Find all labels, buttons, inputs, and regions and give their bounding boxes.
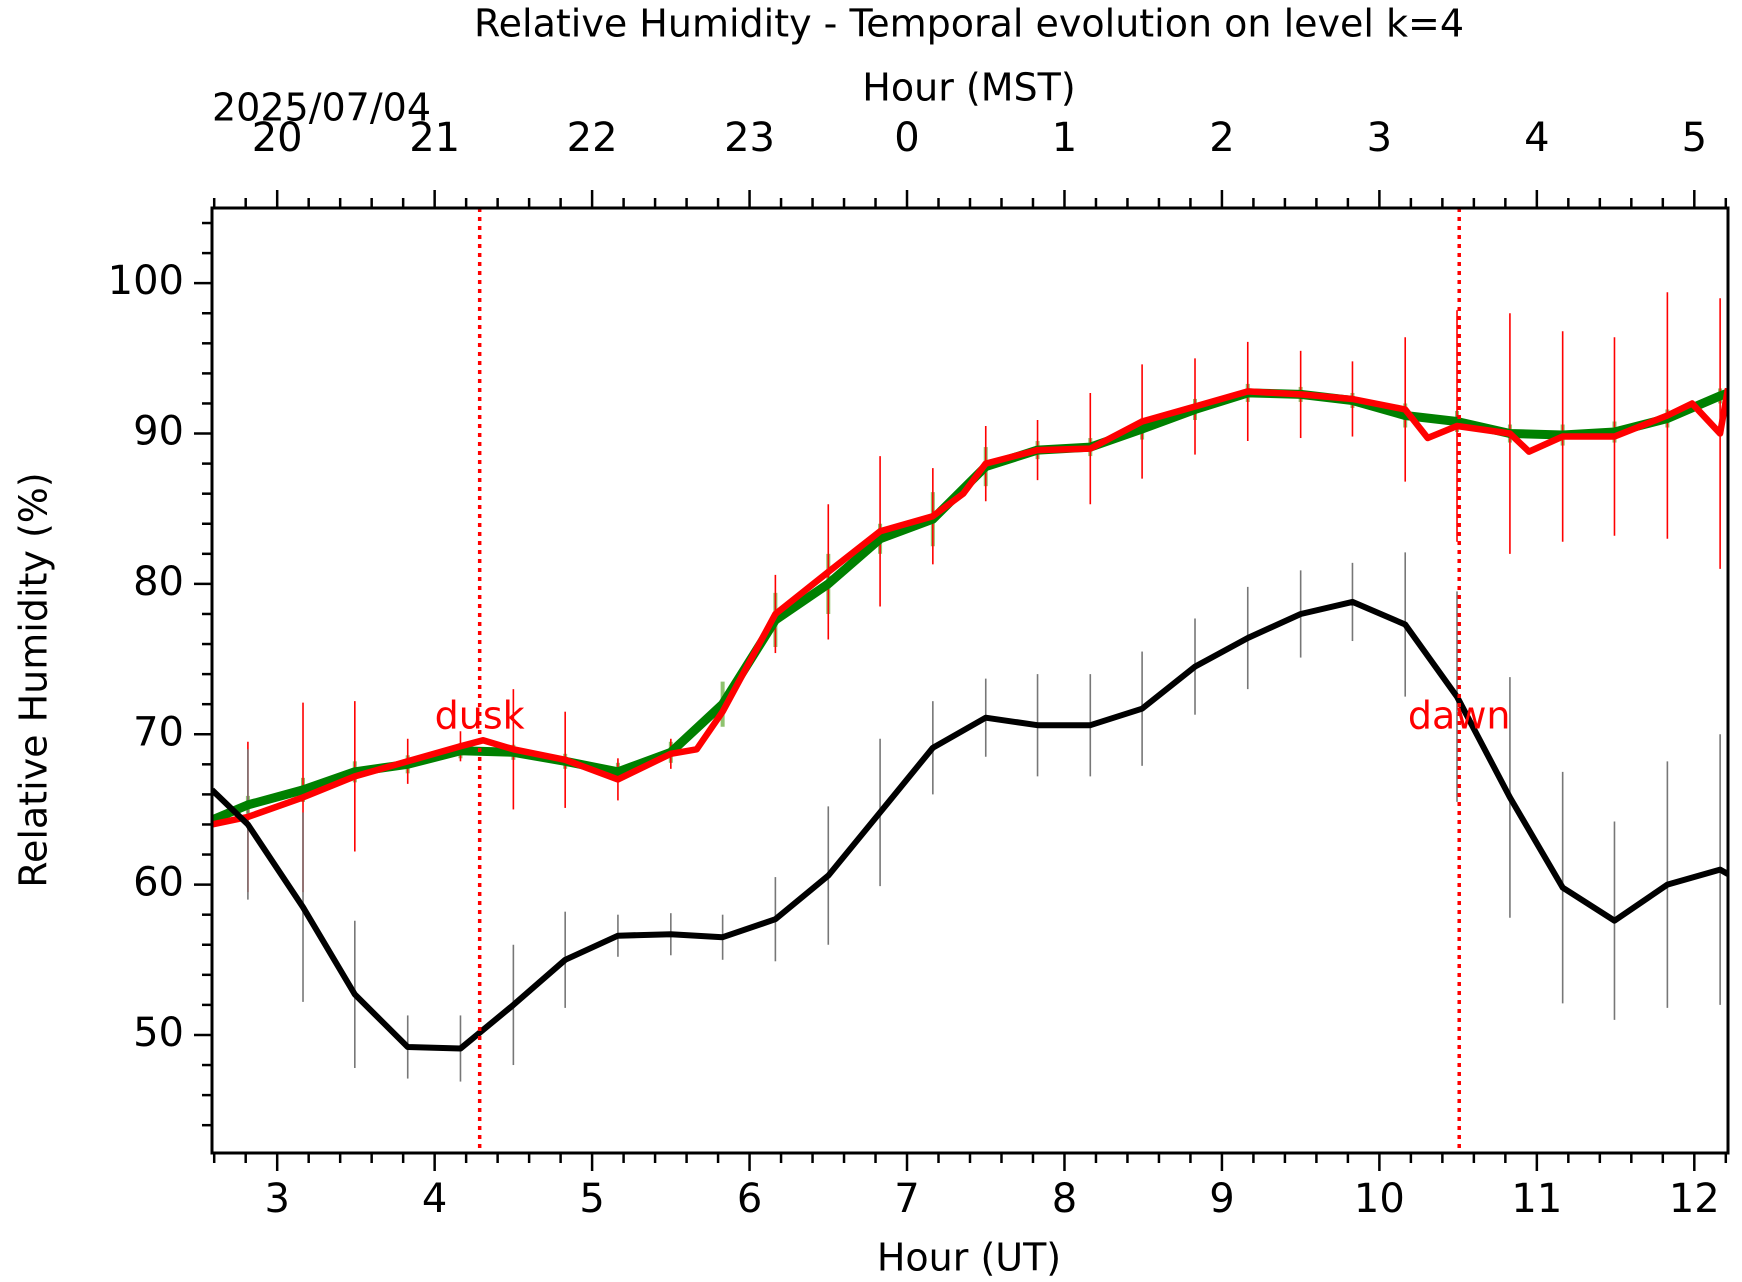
y-tick-label: 70 [133,709,184,755]
x2-tick-label: 1 [1052,115,1077,161]
x2-tick-label: 22 [567,115,618,161]
x2-tick-label: 21 [409,115,460,161]
y-tick-label: 100 [108,258,184,304]
y-tick-label: 80 [133,559,184,605]
event-label: dawn [1408,694,1511,738]
series-line [212,387,1728,828]
chart-title: Relative Humidity - Temporal evolution o… [474,2,1464,46]
x-tick-label: 8 [1052,1176,1077,1222]
x-tick-label: 11 [1511,1176,1562,1222]
series-line [212,388,1728,825]
x2-tick-label: 2 [1209,115,1234,161]
x2-tick-label: 3 [1367,115,1392,161]
x-tick-label: 4 [422,1176,447,1222]
x-tick-label: 10 [1354,1176,1405,1222]
event-label: dusk [435,694,525,738]
x2-tick-label: 20 [252,115,303,161]
y-tick-label: 90 [133,409,184,455]
x2-tick-label: 0 [894,115,919,161]
date-label: 2025/07/04 [212,86,431,130]
x2-tick-label: 23 [724,115,775,161]
x-tick-label: 12 [1669,1176,1720,1222]
series-line [212,598,1728,1052]
y-tick-label: 60 [133,860,184,906]
plot-frame [210,206,1730,1155]
x-tick-label: 5 [579,1176,604,1222]
x-tick-label: 6 [737,1176,762,1222]
x2-tick-label: 5 [1682,115,1707,161]
x-tick-label: 9 [1209,1176,1234,1222]
x-tick-label: 7 [894,1176,919,1222]
y-axis-label: Relative Humidity (%) [12,472,56,887]
x-tick-label: 3 [264,1176,289,1222]
x2-tick-label: 4 [1524,115,1549,161]
x-axis-label: Hour (UT) [877,1236,1061,1280]
x2-axis-label: Hour (MST) [862,66,1075,110]
y-tick-label: 50 [133,1010,184,1056]
